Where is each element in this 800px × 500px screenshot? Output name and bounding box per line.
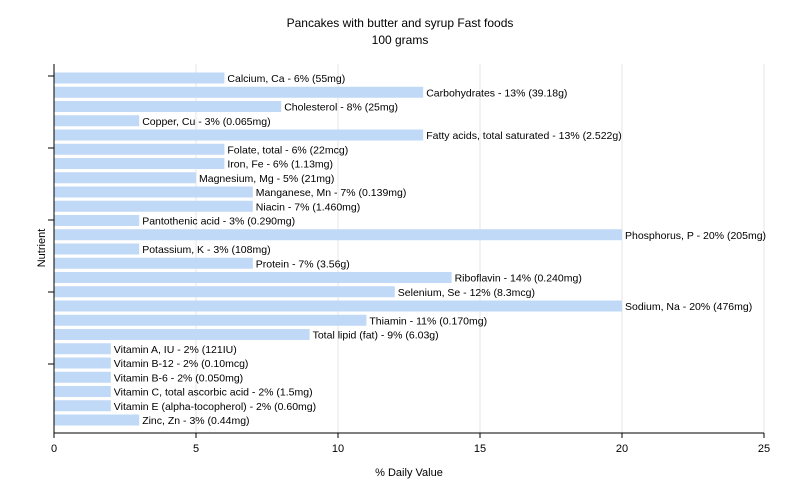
bar-label-11: Phosphorus, P - 20% (205mg) [625,230,766,242]
bar-15 [54,286,395,298]
bar-20 [54,357,111,369]
bar-label-22: Vitamin C, total ascorbic acid - 2% (1.5… [114,387,313,399]
bar-label-16: Sodium, Na - 20% (476mg) [625,301,752,313]
y-axis-label: Nutrient [36,229,48,268]
x-tick-label-10: 10 [332,443,344,455]
bar-7 [54,172,196,184]
bar-label-5: Folate, total - 6% (22mcg) [227,144,348,156]
x-tick-label-20: 20 [616,443,628,455]
bar-0 [54,72,225,84]
bar-label-0: Calcium, Ca - 6% (55mg) [227,73,345,85]
x-tick-label-15: 15 [474,443,486,455]
bar-label-15: Selenium, Se - 12% (8.3mcg) [398,287,535,299]
bar-label-14: Riboflavin - 14% (0.240mg) [455,273,582,285]
bar-17 [54,314,367,326]
bar-label-21: Vitamin B-6 - 2% (0.050mg) [114,372,243,384]
axes [53,64,764,434]
bar-22 [54,386,111,397]
bar-label-23: Vitamin E (alpha-tocopherol) - 2% (0.60m… [114,401,316,413]
chart-subtitle: 100 grams [372,33,429,47]
bar-12 [54,243,140,255]
bar-5 [54,143,225,155]
bar-8 [54,186,253,198]
bar-label-17: Thiamin - 11% (0.170mg) [369,315,487,327]
bar-label-7: Magnesium, Mg - 5% (21mg) [199,173,334,185]
chart-title: Pancakes with butter and syrup Fast food… [287,16,514,30]
bar-14 [54,272,452,283]
bar-13 [54,257,253,269]
bar-label-13: Protein - 7% (3.56g) [256,258,350,270]
bars: Calcium, Ca - 6% (55mg) Carbohydrates - 1… [54,72,766,427]
x-ticks: 0 5 10 15 20 25 [48,75,770,455]
x-tick-label-5: 5 [193,443,199,455]
bar-label-4: Fatty acids, total saturated - 13% (2.52… [426,130,622,142]
bar-label-8: Manganese, Mn - 7% (0.139mg) [256,187,407,199]
bar-label-9: Niacin - 7% (1.460mg) [256,201,360,213]
bar-24 [54,414,140,426]
bar-18 [54,329,310,340]
bar-label-20: Vitamin B-12 - 2% (0.10mcg) [114,358,249,370]
bar-4 [54,129,424,141]
bar-21 [54,371,111,383]
grid-lines [195,64,765,433]
bar-label-19: Vitamin A, IU - 2% (121IU) [114,344,237,356]
bar-3 [54,115,140,127]
bar-label-6: Iron, Fe - 6% (1.13mg) [227,159,333,171]
bar-16 [54,300,622,312]
x-axis-label: % Daily Value [375,467,443,479]
bar-label-2: Cholesterol - 8% (25mg) [284,102,398,114]
bar-2 [54,101,282,112]
bar-label-12: Potassium, K - 3% (108mg) [142,244,270,256]
bar-19 [54,343,111,355]
bar-6 [54,158,225,169]
bar-9 [54,200,253,212]
bar-label-24: Zinc, Zn - 3% (0.44mg) [142,415,249,427]
x-tick-label-25: 25 [758,443,770,455]
bar-23 [54,400,111,412]
x-tick-label-0: 0 [51,443,57,455]
bar-label-1: Carbohydrates - 13% (39.18g) [426,87,567,99]
bar-11 [54,229,622,241]
bar-10 [54,215,140,226]
bar-label-3: Copper, Cu - 3% (0.065mg) [142,116,270,128]
bar-1 [54,86,424,98]
bar-label-18: Total lipid (fat) - 9% (6.03g) [313,330,439,342]
bar-label-10: Pantothenic acid - 3% (0.290mg) [142,216,295,228]
